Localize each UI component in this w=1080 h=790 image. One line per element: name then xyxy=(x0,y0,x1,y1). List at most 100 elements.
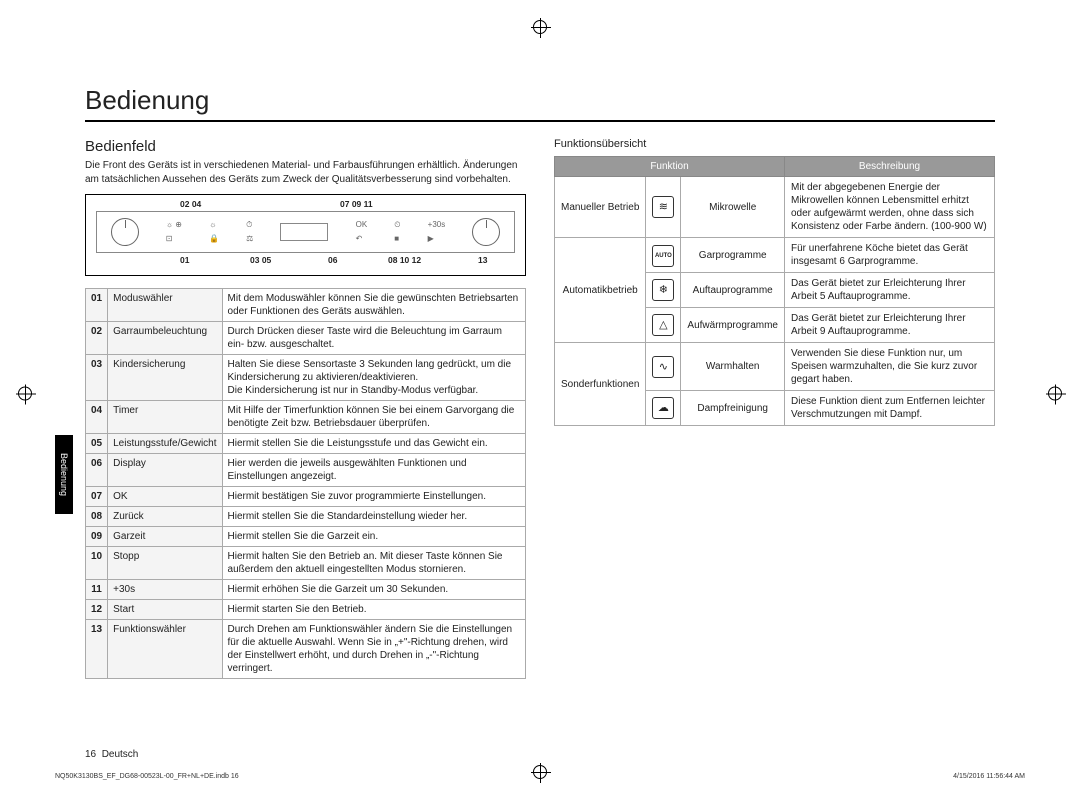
control-num: 01 xyxy=(86,289,108,322)
control-num: 07 xyxy=(86,487,108,507)
function-icon: ☁ xyxy=(646,391,681,426)
function-desc: Das Gerät bietet zur Erleichterung Ihrer… xyxy=(785,273,995,308)
control-row: 06DisplayHier werden die jeweils ausgewä… xyxy=(86,454,526,487)
callouts-bottom: 01 03 05 06 08 10 12 13 xyxy=(96,255,515,265)
controls-table: 01ModuswählerMit dem Moduswähler können … xyxy=(85,288,526,679)
control-num: 04 xyxy=(86,401,108,434)
section-subtitle: Bedienfeld xyxy=(85,138,526,155)
control-desc: Hiermit erhöhen Sie die Garzeit um 30 Se… xyxy=(222,580,525,600)
control-row: 03KindersicherungHalten Sie diese Sensor… xyxy=(86,355,526,401)
function-icon: ≋ xyxy=(646,177,681,238)
function-dial-icon xyxy=(472,218,500,246)
control-num: 03 xyxy=(86,355,108,401)
control-row: 02GarraumbeleuchtungDurch Drücken dieser… xyxy=(86,322,526,355)
control-name: Kindersicherung xyxy=(108,355,222,401)
control-desc: Halten Sie diese Sensortaste 3 Sekunden … xyxy=(222,355,525,401)
display-placeholder xyxy=(280,223,328,241)
crop-mark-bottom xyxy=(533,765,547,782)
control-desc: Hiermit bestätigen Sie zuvor programmier… xyxy=(222,487,525,507)
function-icon: ❄ xyxy=(646,273,681,308)
footer-file: NQ50K3130BS_EF_DG68-00523L-00_FR+NL+DE.i… xyxy=(55,773,239,780)
function-icon: △ xyxy=(646,308,681,343)
function-name: Garprogramme xyxy=(681,238,785,273)
control-desc: Mit Hilfe der Timerfunktion können Sie b… xyxy=(222,401,525,434)
control-desc: Durch Drücken dieser Taste wird die Bele… xyxy=(222,322,525,355)
function-mode: Automatikbetrieb xyxy=(555,238,646,343)
function-icon: AUTO xyxy=(646,238,681,273)
control-desc: Hiermit stellen Sie die Standardeinstell… xyxy=(222,507,525,527)
icon-cluster-2: ☼🔒 xyxy=(209,221,219,243)
icon-cluster-5: ⏲■ xyxy=(394,221,400,243)
funcs-header-description: Beschreibung xyxy=(785,157,995,177)
function-name: Mikrowelle xyxy=(681,177,785,238)
control-name: Garzeit xyxy=(108,527,222,547)
function-desc: Für unerfahrene Köche bietet das Gerät i… xyxy=(785,238,995,273)
control-name: Display xyxy=(108,454,222,487)
control-desc: Hiermit stellen Sie die Garzeit ein. xyxy=(222,527,525,547)
footer-page-number: 16 Deutsch xyxy=(85,749,138,760)
panel-inner: ☼ ⊕⊡ ☼🔒 ⏱⚖ OK↶ ⏲■ +30s▶ xyxy=(96,211,515,253)
function-desc: Mit der abgegebenen Energie der Mikrowel… xyxy=(785,177,995,238)
control-num: 11 xyxy=(86,580,108,600)
control-row: 04TimerMit Hilfe der Timerfunktion könne… xyxy=(86,401,526,434)
title-row: Bedienung xyxy=(85,85,995,122)
function-mode: Sonderfunktionen xyxy=(555,343,646,426)
function-desc: Das Gerät bietet zur Erleichterung Ihrer… xyxy=(785,308,995,343)
control-desc: Hiermit stellen Sie die Leistungsstufe u… xyxy=(222,434,525,454)
icon-cluster-1: ☼ ⊕⊡ xyxy=(166,221,182,243)
control-name: Leistungsstufe/Gewicht xyxy=(108,434,222,454)
control-num: 09 xyxy=(86,527,108,547)
control-panel-diagram: 02 04 07 09 11 ☼ ⊕⊡ ☼🔒 ⏱⚖ OK↶ ⏲■ +30s▶ xyxy=(85,194,526,276)
page-content: Bedienung Bedienfeld Die Front des Gerät… xyxy=(0,0,1080,699)
page-title: Bedienung xyxy=(85,85,995,116)
footer-date: 4/15/2016 11:56:44 AM xyxy=(953,773,1025,780)
icon-cluster-3: ⏱⚖ xyxy=(246,221,253,243)
icon-cluster-6: +30s▶ xyxy=(428,221,446,243)
function-mode: Manueller Betrieb xyxy=(555,177,646,238)
function-desc: Verwenden Sie diese Funktion nur, um Spe… xyxy=(785,343,995,391)
control-row: 13FunktionswählerDurch Drehen am Funktio… xyxy=(86,620,526,679)
control-name: Stopp xyxy=(108,547,222,580)
control-name: Zurück xyxy=(108,507,222,527)
right-column: Funktionsübersicht Funktion Beschreibung… xyxy=(554,138,995,679)
function-row: Manueller Betrieb≋MikrowelleMit der abge… xyxy=(555,177,995,238)
control-name: +30s xyxy=(108,580,222,600)
control-num: 05 xyxy=(86,434,108,454)
control-row: 01ModuswählerMit dem Moduswähler können … xyxy=(86,289,526,322)
functions-heading: Funktionsübersicht xyxy=(554,138,995,150)
control-row: 08ZurückHiermit stellen Sie die Standard… xyxy=(86,507,526,527)
control-name: Garraumbeleuchtung xyxy=(108,322,222,355)
function-row: Sonderfunktionen∿WarmhaltenVerwenden Sie… xyxy=(555,343,995,391)
control-desc: Hiermit starten Sie den Betrieb. xyxy=(222,600,525,620)
control-num: 12 xyxy=(86,600,108,620)
left-column: Bedienfeld Die Front des Geräts ist in v… xyxy=(85,138,526,679)
control-desc: Mit dem Moduswähler können Sie die gewün… xyxy=(222,289,525,322)
control-name: OK xyxy=(108,487,222,507)
function-name: Auftauprogramme xyxy=(681,273,785,308)
function-desc: Diese Funktion dient zum Entfernen leich… xyxy=(785,391,995,426)
control-num: 10 xyxy=(86,547,108,580)
funcs-header-function: Funktion xyxy=(555,157,785,177)
control-row: 05Leistungsstufe/GewichtHiermit stellen … xyxy=(86,434,526,454)
function-icon: ∿ xyxy=(646,343,681,391)
function-name: Dampfreinigung xyxy=(681,391,785,426)
function-name: Warmhalten xyxy=(681,343,785,391)
control-desc: Durch Drehen am Funktionswähler ändern S… xyxy=(222,620,525,679)
functions-table: Funktion Beschreibung Manueller Betrieb≋… xyxy=(554,156,995,426)
intro-text: Die Front des Geräts ist in verschiedene… xyxy=(85,159,526,186)
two-column-layout: Bedienfeld Die Front des Geräts ist in v… xyxy=(85,138,995,679)
control-name: Moduswähler xyxy=(108,289,222,322)
mode-dial-icon xyxy=(111,218,139,246)
control-row: 12StartHiermit starten Sie den Betrieb. xyxy=(86,600,526,620)
control-row: 10StoppHiermit halten Sie den Betrieb an… xyxy=(86,547,526,580)
control-desc: Hier werden die jeweils ausgewählten Fun… xyxy=(222,454,525,487)
function-row: AutomatikbetriebAUTOGarprogrammeFür uner… xyxy=(555,238,995,273)
control-num: 02 xyxy=(86,322,108,355)
control-row: 07OKHiermit bestätigen Sie zuvor program… xyxy=(86,487,526,507)
control-desc: Hiermit halten Sie den Betrieb an. Mit d… xyxy=(222,547,525,580)
control-name: Timer xyxy=(108,401,222,434)
callouts-top: 02 04 07 09 11 xyxy=(96,199,515,209)
control-row: 11+30sHiermit erhöhen Sie die Garzeit um… xyxy=(86,580,526,600)
control-num: 08 xyxy=(86,507,108,527)
function-name: Aufwärmprogramme xyxy=(681,308,785,343)
